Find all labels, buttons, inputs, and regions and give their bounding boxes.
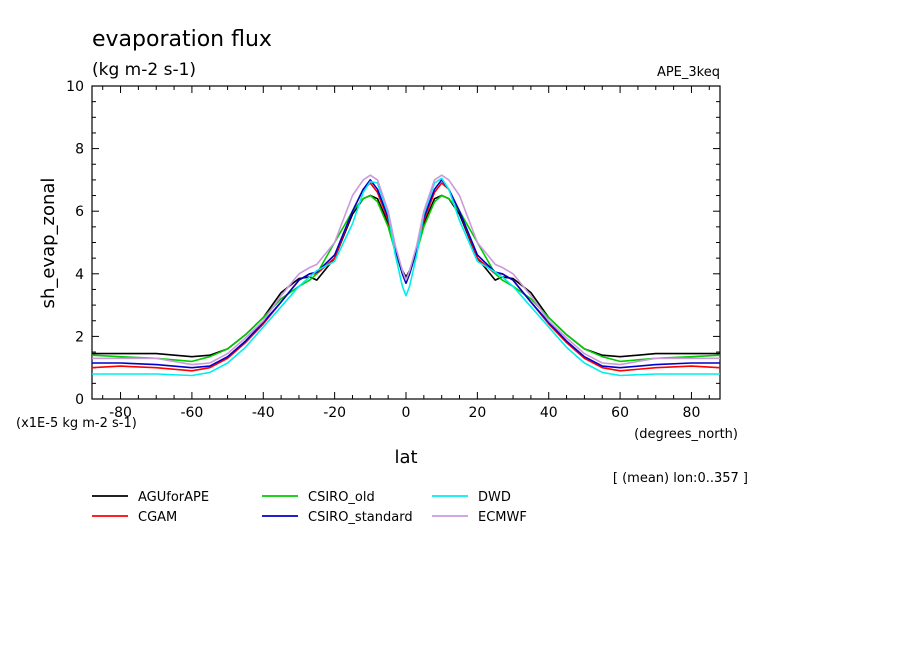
plot-frame [91,85,721,400]
y-tick-label: 8 [75,142,84,158]
y-axis-label: sh_evap_zonal [38,178,59,309]
series-line-aguforape [92,194,720,358]
x-tick-label: 40 [540,405,558,421]
legend: AGUforAPE CGAM CSIRO_old CSIRO_standard DWD E… [92,490,527,525]
series-line-ecmwf [92,174,720,366]
y-axis-units: (x1E-5 kg m-2 s-1) [16,416,137,431]
x-tick-label: -60 [180,405,203,421]
y-tick-label: 10 [66,79,84,95]
x-tick-label: 80 [683,405,701,421]
legend-label: CGAM [138,510,177,525]
x-tick-label: 20 [468,405,486,421]
averaging-note: [ (mean) lon:0..357 ] [613,471,748,486]
x-axis-label: lat [394,447,417,468]
legend-label: ECMWF [478,510,527,525]
series-line-dwd [92,177,720,377]
x-tick-label: 60 [611,405,629,421]
series-lines [91,174,721,377]
legend-label: AGUforAPE [138,490,209,505]
legend-label: CSIRO_old [308,490,375,505]
y-tick-label: 4 [75,267,84,283]
chart-title: evaporation flux [92,27,272,52]
y-axis: 0 2 4 6 8 10 [66,79,720,408]
plot-area: 0 2 4 6 8 10 -80 -60 -40 -20 0 20 40 60 80 [66,79,721,421]
legend-label: CSIRO_standard [308,510,413,525]
x-tick-label: -80 [109,405,132,421]
experiment-label: APE_3keq [657,65,720,80]
chart-subtitle: (kg m-2 s-1) [92,60,196,80]
y-tick-label: 6 [75,204,84,220]
legend-label: DWD [478,490,511,505]
series-line-csiro-standard [92,179,720,369]
x-axis-units: (degrees_north) [634,427,738,442]
x-axis: -80 -60 -40 -20 0 20 40 60 80 [102,86,710,421]
y-tick-label: 2 [75,329,84,345]
y-tick-label: 0 [75,392,84,408]
x-tick-label: 0 [402,405,411,421]
x-tick-label: -20 [323,405,346,421]
x-tick-label: -40 [252,405,275,421]
